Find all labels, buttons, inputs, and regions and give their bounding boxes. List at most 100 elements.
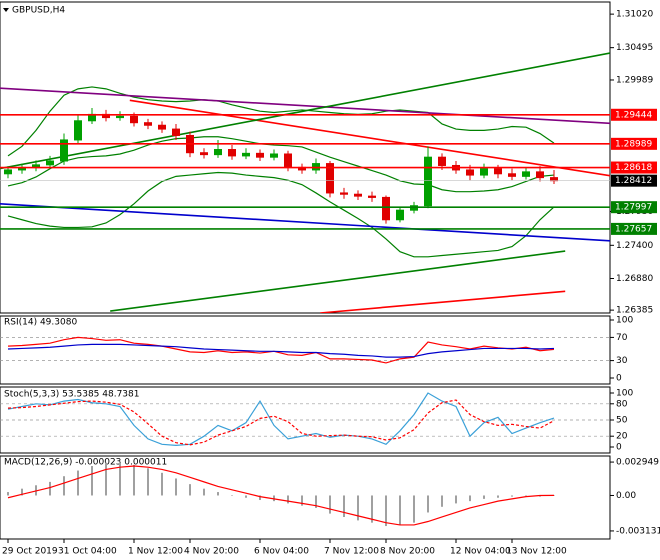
candle-body [424, 156, 432, 207]
x-tick-label: 4 Nov 20:00 [184, 547, 239, 557]
indicator-line [7, 336, 555, 364]
rsi-title: RSI(14) 49.3080 [4, 318, 77, 328]
level-label: 1.28989 [615, 139, 652, 149]
trend-line [320, 290, 566, 313]
candle-body [4, 169, 12, 175]
macd-bar [399, 495, 401, 525]
macd-bar [203, 488, 205, 496]
macd-panel [0, 455, 611, 540]
candle-body [60, 139, 68, 162]
candle-body [214, 149, 222, 156]
y-tick-label: 0.002949 [616, 458, 659, 468]
macd-bar [49, 481, 51, 496]
level-label: 1.29444 [615, 110, 652, 120]
macd-bar [119, 462, 121, 496]
panel-plot [0, 392, 610, 446]
chart-title: GBPUSD,H4 [12, 6, 65, 16]
candle-body [116, 115, 124, 119]
macd-bar [427, 495, 429, 513]
y-tick-label: 1.29989 [616, 75, 653, 85]
main-panel [0, 1, 611, 314]
indicator-line [7, 399, 555, 446]
candle-body [340, 192, 348, 195]
trend-line [0, 87, 610, 125]
trend-line [0, 52, 610, 170]
macd-bar [91, 466, 93, 496]
macd-bar [385, 495, 387, 527]
candle-body [438, 156, 446, 166]
macd-bar [343, 495, 345, 517]
candle-body [270, 153, 278, 158]
candle-body [550, 177, 558, 182]
macd-bar [357, 495, 359, 521]
level-box [611, 108, 657, 121]
macd-bar [413, 495, 415, 523]
macd-bar [301, 495, 303, 506]
trend-line [129, 99, 610, 177]
rsi-panel [0, 315, 611, 385]
macd-title: MACD(12,26,9) -0.000023 0.000011 [4, 458, 167, 468]
x-tick-label: 7 Nov 12:00 [324, 547, 379, 557]
candle-body [480, 168, 488, 176]
macd-bar [497, 495, 499, 498]
panel-plot [0, 336, 610, 364]
level-box [611, 137, 657, 150]
macd-bar [483, 495, 485, 499]
candle-body [536, 171, 544, 179]
macd-bar [161, 472, 163, 496]
macd-bar [105, 462, 107, 496]
candle-body [46, 160, 54, 166]
x-tick-label: 12 Nov 04:00 [450, 547, 511, 557]
y-tick-label: 0.00 [616, 491, 636, 501]
macd-bar [511, 495, 513, 497]
candle-body [522, 171, 530, 177]
macd-bar [329, 495, 331, 514]
candle-body [382, 196, 390, 221]
candle-body [228, 149, 236, 157]
candle-body [396, 209, 404, 221]
y-tick-label: 1.30495 [616, 43, 653, 53]
macd-bar [525, 495, 527, 496]
y-tick-label: 20 [616, 432, 628, 442]
indicator-line [7, 343, 555, 358]
candle-body [494, 168, 502, 175]
x-tick-label: 6 Nov 04:00 [254, 547, 309, 557]
candle-body [368, 195, 376, 198]
y-tick-label: 0 [616, 443, 622, 453]
y-tick-label: 0 [616, 374, 622, 384]
bollinger-band [7, 86, 555, 157]
level-label: 1.27997 [615, 203, 652, 213]
macd-bar [287, 495, 289, 504]
macd-bar [441, 495, 443, 507]
candle-body [354, 193, 362, 197]
candle-body [508, 173, 516, 177]
candle-body [74, 120, 82, 141]
macd-bar [245, 495, 247, 498]
macd-bar [175, 478, 177, 496]
x-tick-label: 31 Oct 04:00 [58, 547, 117, 557]
candle-body [466, 169, 474, 176]
macd-bar [147, 468, 149, 496]
candle-body [172, 128, 180, 136]
y-tick-label: 1.31020 [616, 10, 653, 20]
level-box [611, 201, 657, 214]
indicator-line [7, 392, 555, 446]
last-price-label: 1.28412 [615, 176, 652, 186]
macd-bar [469, 495, 471, 502]
x-tick-label: 1 Nov 12:00 [128, 547, 183, 557]
y-tick-label: 30 [616, 356, 628, 366]
y-tick-label: 80 [616, 399, 628, 409]
macd-bar [133, 464, 135, 496]
macd-bar [231, 495, 233, 496]
level-box [611, 161, 657, 174]
y-tick-label: -0.003131 [616, 526, 660, 536]
macd-bar [63, 476, 65, 496]
candle-body [158, 124, 166, 130]
bollinger-band [7, 171, 555, 258]
level-label: 1.27657 [615, 224, 652, 234]
candle-body [284, 153, 292, 168]
macd-bar [77, 470, 79, 496]
y-tick-label: 1.26385 [616, 306, 653, 316]
macd-bar [259, 495, 261, 501]
